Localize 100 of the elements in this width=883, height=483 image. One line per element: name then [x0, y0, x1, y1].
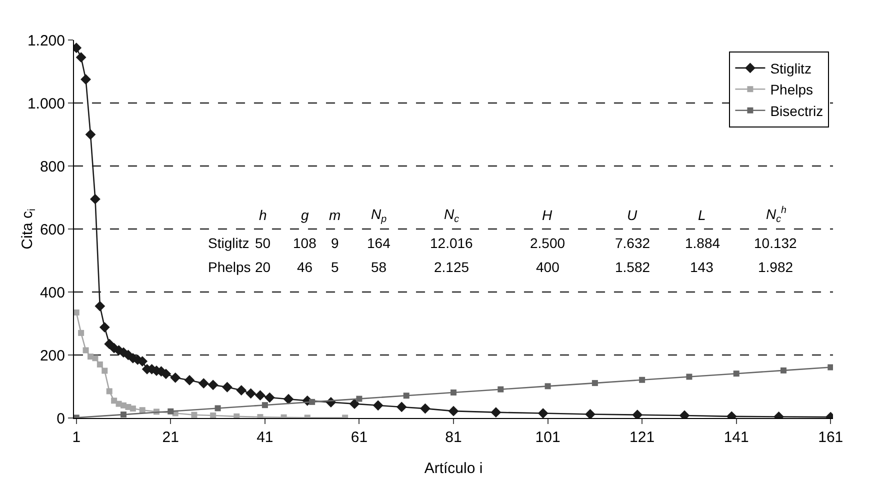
point	[686, 374, 692, 380]
y-tick-label: 1.000	[27, 95, 65, 112]
y-tick-label: 600	[40, 221, 65, 238]
annotation: h	[259, 207, 267, 223]
point	[396, 402, 407, 412]
point	[120, 412, 126, 418]
y-tick-label: 200	[40, 347, 65, 364]
annotation: 7.632	[615, 235, 650, 251]
point	[255, 390, 266, 401]
legend-label: Bisectriz	[770, 102, 824, 119]
point	[92, 355, 98, 362]
annotation: 46	[297, 259, 313, 275]
point	[85, 129, 96, 140]
point	[283, 394, 294, 404]
point	[639, 376, 646, 383]
annotation: 1.582	[615, 259, 650, 275]
point	[498, 386, 504, 392]
annotation: H	[542, 207, 553, 223]
x-tick-label: 141	[724, 429, 749, 446]
point	[356, 396, 362, 402]
legend-label: Stiglitz	[770, 60, 812, 76]
point	[490, 407, 502, 418]
point	[210, 412, 216, 418]
point	[76, 52, 86, 63]
point	[246, 388, 256, 399]
annotation: 400	[536, 259, 560, 275]
x-tick-label: 101	[535, 429, 560, 446]
annotation: 1.982	[758, 259, 794, 275]
annotation: N$_{c}$	[444, 206, 460, 225]
point	[99, 322, 110, 332]
point	[214, 405, 221, 412]
annotation: 1.884	[685, 235, 720, 251]
point	[160, 368, 172, 380]
legend-label: Phelps	[770, 82, 814, 98]
point	[94, 300, 106, 312]
point	[309, 398, 316, 405]
x-axis-title: Artículo i	[424, 460, 483, 477]
annotation: 5	[331, 259, 339, 275]
annotation: 2.125	[434, 259, 470, 275]
point	[90, 194, 100, 204]
annotation: 58	[371, 259, 387, 275]
x-tick-label: 81	[445, 429, 462, 446]
y-tick-label: 0	[56, 410, 65, 428]
point	[538, 408, 548, 418]
y-tick-label: 800	[40, 158, 65, 176]
point	[139, 407, 146, 414]
x-tick-label: 21	[162, 429, 179, 446]
x-tick-label: 61	[350, 429, 368, 446]
annotation: 143	[690, 259, 714, 275]
point	[168, 408, 174, 414]
annotation: Phelps	[208, 259, 251, 275]
point	[111, 398, 118, 404]
annotation: 12.016	[430, 235, 474, 251]
point	[236, 385, 247, 396]
point	[420, 403, 430, 414]
point	[74, 309, 80, 316]
y-tick-label: 1.200	[27, 32, 65, 50]
point	[780, 367, 786, 374]
annotation: N$_{p}$	[371, 206, 388, 225]
point	[102, 368, 108, 374]
x-tick-label: 161	[818, 429, 844, 446]
annotation: 9	[331, 235, 339, 251]
y-tick-label: 400	[40, 284, 65, 302]
annotation: 10.132	[754, 235, 798, 251]
point	[184, 375, 195, 386]
point	[372, 400, 384, 411]
point	[82, 347, 89, 354]
x-tick-label: 1	[72, 429, 81, 446]
point	[96, 361, 103, 368]
x-tick-label: 121	[630, 429, 655, 446]
annotation: Stiglitz	[208, 235, 250, 251]
point	[191, 412, 198, 418]
point	[544, 383, 551, 390]
point	[234, 413, 240, 418]
point	[349, 398, 360, 410]
point	[264, 392, 275, 403]
point	[80, 74, 91, 85]
point	[130, 406, 136, 412]
point	[170, 372, 181, 383]
point	[733, 370, 740, 377]
annotation: L	[698, 207, 706, 223]
point	[222, 382, 232, 392]
annotation: g	[301, 207, 309, 223]
point	[448, 406, 459, 416]
x-tick-label: 41	[256, 429, 274, 446]
annotation: 164	[367, 235, 391, 251]
point	[78, 330, 84, 336]
annotation: 2.500	[530, 235, 566, 251]
annotation: 50	[255, 235, 271, 251]
point	[106, 388, 112, 394]
annotation: U	[627, 207, 638, 223]
point	[262, 402, 268, 408]
annotation: 20	[255, 259, 271, 275]
annotation: m	[329, 207, 341, 223]
point	[198, 378, 209, 389]
point	[450, 389, 456, 396]
annotation: 108	[293, 235, 317, 251]
point	[585, 409, 596, 418]
point	[403, 392, 410, 399]
point	[592, 380, 598, 386]
